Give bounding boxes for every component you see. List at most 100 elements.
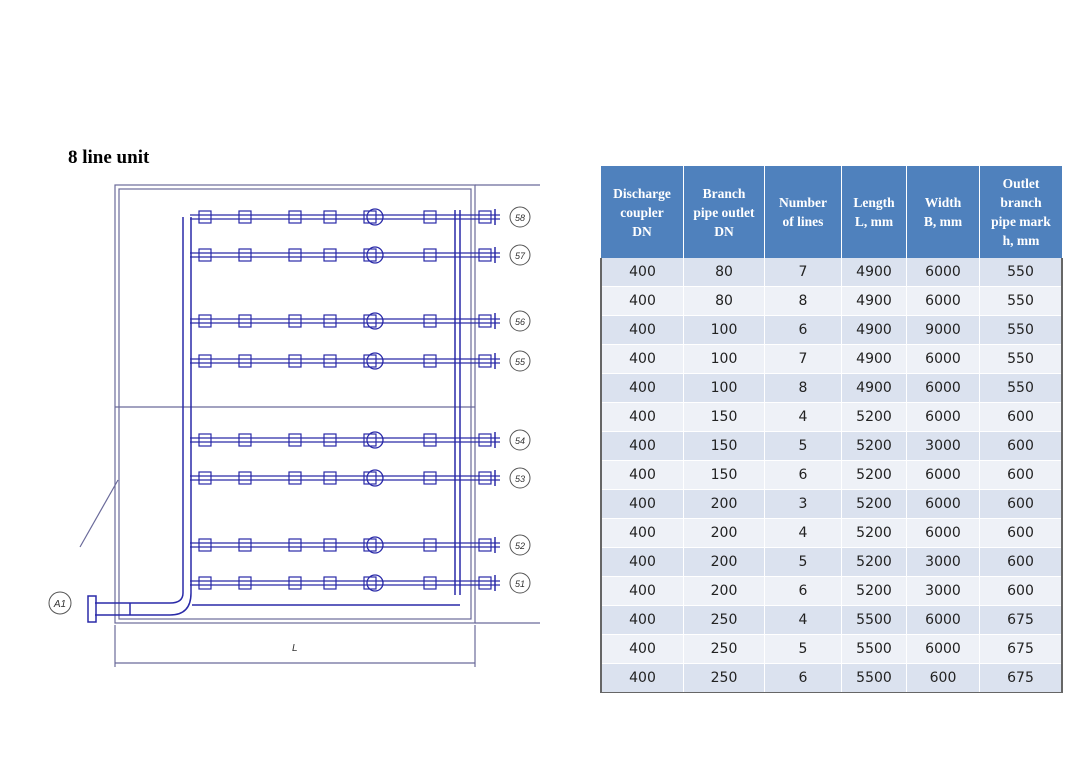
table-cell: 150 [683,402,765,432]
svg-text:A1: A1 [53,599,66,610]
branch-line: 51 [190,572,531,594]
column-header: Discharge coupler DN [601,166,684,258]
table-cell: 4900 [841,286,907,316]
table-row: 400 250 4 5500 6000 675 [600,605,1063,635]
table-cell: 600 [979,576,1063,606]
table-cell: 400 [600,605,684,635]
branch-line: 52 [190,534,531,556]
table-cell: 6000 [906,518,980,548]
table-cell: 400 [600,489,684,519]
table-row: 400 200 3 5200 6000 600 [600,489,1063,519]
column-header-line: pipe mark [991,214,1051,229]
line-mark: 53 [515,474,525,484]
dimension-label: L [292,643,298,654]
inlet-mark: A1 [48,591,72,615]
table-row: 400 80 7 4900 6000 550 [600,258,1063,287]
column-header-line: coupler [620,204,664,220]
table-row: 400 80 8 4900 6000 550 [600,286,1063,316]
column-header-line: DN [632,223,652,239]
table-cell: 3000 [906,547,980,577]
table-row: 400 150 6 5200 6000 600 [600,460,1063,490]
table-cell: 200 [683,518,765,548]
column-header: Outlet branch pipe mark h, mm [979,166,1062,258]
column-header-line: Discharge [613,185,671,201]
table-cell: 4900 [841,315,907,345]
table-cell: 6 [764,663,842,693]
table-cell: 5200 [841,431,907,461]
collector [95,210,461,616]
table-cell: 400 [600,663,684,693]
table-cell: 400 [600,547,684,577]
table-cell: 5200 [841,489,907,519]
table-cell: 5500 [841,605,907,635]
table-cell: 675 [979,634,1063,664]
table-cell: 5500 [841,634,907,664]
table-cell: 6 [764,576,842,606]
table-header-row: Discharge coupler DN Branch pipe outlet DN Num… [601,166,1062,258]
table-row: 400 150 4 5200 6000 600 [600,402,1063,432]
table-cell: 6 [764,460,842,490]
table-cell: 5500 [841,663,907,693]
table-cell: 5200 [841,576,907,606]
column-header: Length L, mm [841,166,907,258]
table-row: 400 200 4 5200 6000 600 [600,518,1063,548]
table-cell: 5200 [841,402,907,432]
table-cell: 6000 [906,489,980,519]
column-header: Width B, mm [906,166,980,258]
table-cell: 80 [683,258,765,287]
table-cell: 600 [979,518,1063,548]
table-cell: 5200 [841,518,907,548]
table-cell: 200 [683,576,765,606]
column-header: Branch pipe outlet DN [683,166,765,258]
column-header-line: Outlet [1002,176,1040,191]
table-cell: 150 [683,460,765,490]
table-cell: 550 [979,258,1063,287]
column-header-line: Number [779,195,827,210]
table-cell: 6000 [906,460,980,490]
column-header: Number of lines [764,166,842,258]
column-header-line: pipe outlet [693,204,755,220]
table-row: 400 150 5 5200 3000 600 [600,431,1063,461]
table-cell: 400 [600,518,684,548]
line-mark: 57 [515,251,526,261]
table-cell: 7 [764,344,842,374]
inlet-flange [87,595,131,623]
table-cell: 250 [683,634,765,664]
table-cell: 6 [764,315,842,345]
table-cell: 675 [979,605,1063,635]
table-cell: 550 [979,344,1063,374]
table-cell: 80 [683,286,765,316]
table-cell: 5 [764,431,842,461]
table-cell: 3 [764,489,842,519]
branch-line: 58 [190,206,531,228]
table-cell: 6000 [906,258,980,287]
table-row: 400 100 6 4900 9000 550 [600,315,1063,345]
table-row: 400 250 6 5500 600 675 [600,663,1063,693]
branch-line: 55 [190,350,531,372]
branch-line: 54 [190,429,531,451]
table-cell: 250 [683,663,765,693]
column-header-line: of lines [782,214,824,229]
table-cell: 550 [979,373,1063,403]
table-cell: 5200 [841,460,907,490]
table-cell: 400 [600,373,684,403]
table-cell: 550 [979,315,1063,345]
column-header-line: h, mm [1002,233,1040,248]
column-header-line: Length [853,195,895,210]
branch-line: 53 [190,467,531,489]
line-mark: 51 [515,579,525,589]
table-cell: 150 [683,431,765,461]
line-mark: 52 [515,541,525,551]
table-cell: 600 [979,402,1063,432]
table-cell: 4 [764,518,842,548]
table-cell: 3000 [906,431,980,461]
table-cell: 4 [764,605,842,635]
line-mark: 58 [515,213,525,223]
table-body: 400 80 7 4900 6000 550 400 80 8 4900 6000 550 400 100… [600,258,1063,693]
table-cell: 4900 [841,258,907,287]
table-cell: 600 [979,431,1063,461]
unit-frame [79,184,540,667]
column-header-line: B, mm [923,214,963,229]
table-cell: 4900 [841,373,907,403]
table-cell: 600 [979,460,1063,490]
